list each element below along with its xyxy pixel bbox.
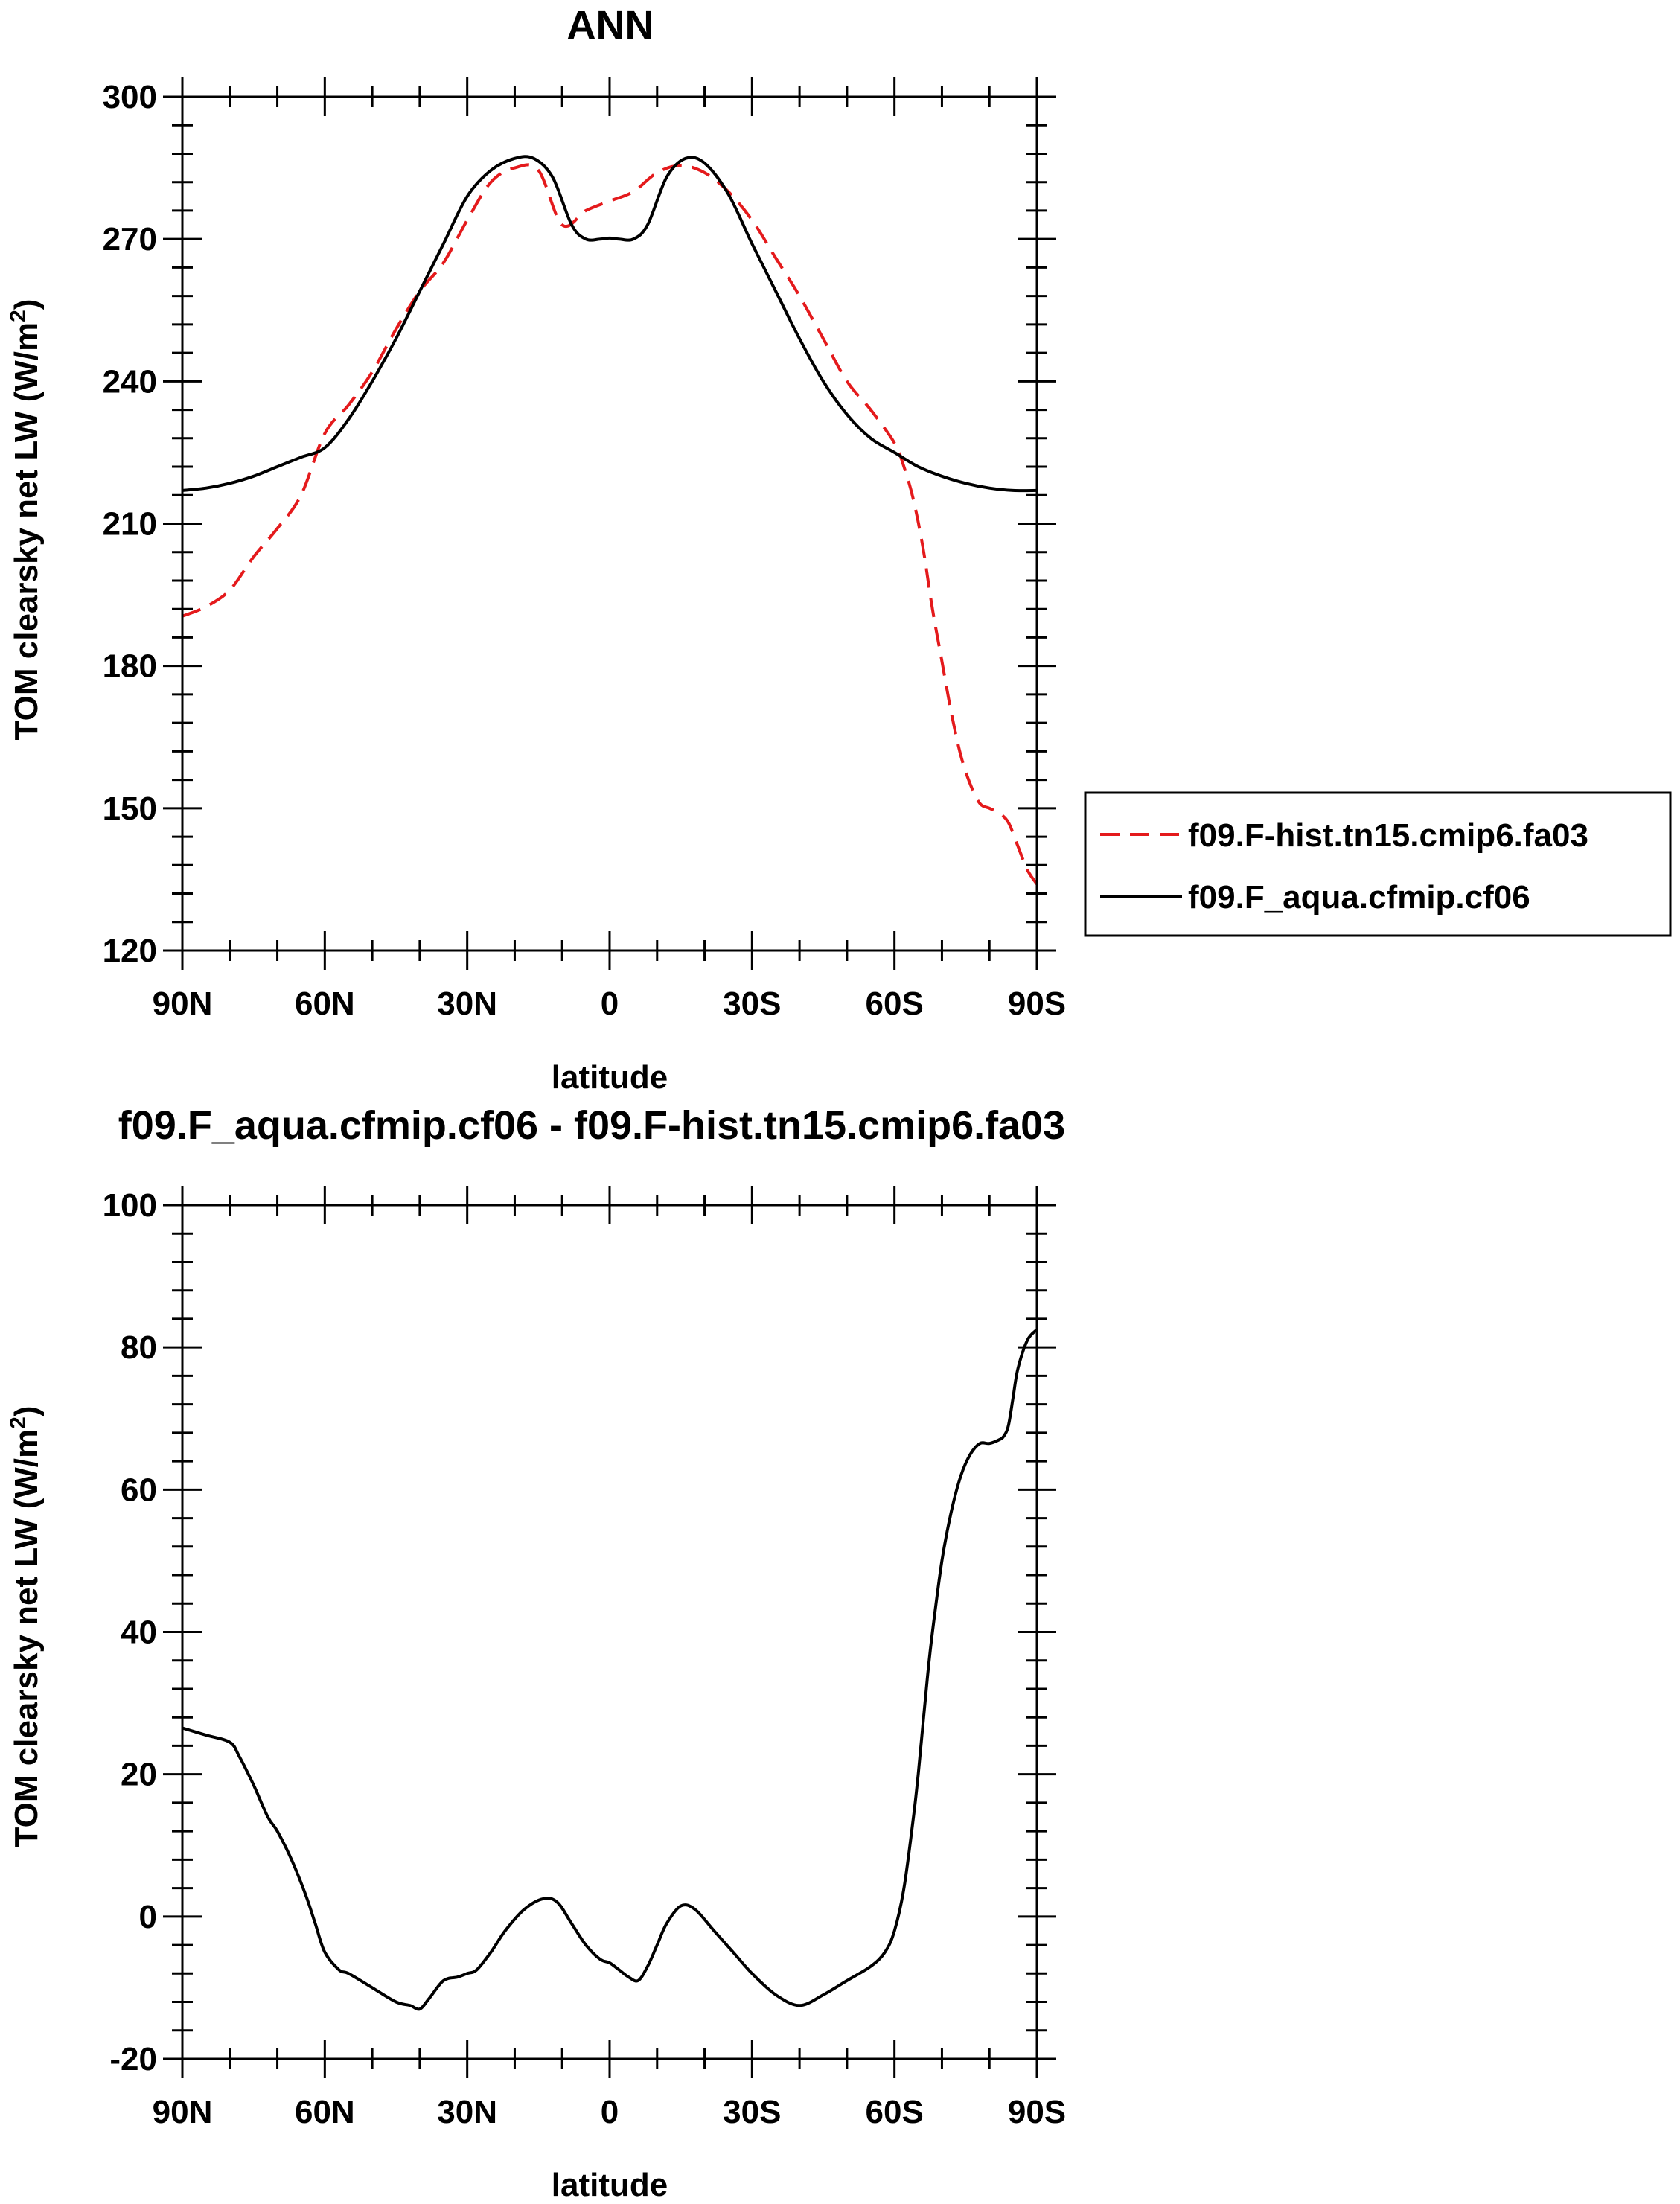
y-tick-label: 300 bbox=[103, 79, 157, 115]
chart-difference: f09.F_aqua.cfmip.cf06 - f09.F-hist.tn15.… bbox=[6, 1103, 1066, 2203]
x-tick-label: 30S bbox=[723, 986, 781, 1022]
x-tick-label: 60S bbox=[866, 2094, 924, 2130]
x-tick-label: 60N bbox=[295, 2094, 355, 2130]
y-axis-label-main: TOM clearsky net LW (W/m bbox=[8, 1429, 45, 1847]
y-tick-label: 20 bbox=[121, 1757, 157, 1793]
plot-frame bbox=[181, 95, 1038, 952]
series-group bbox=[182, 155, 1038, 885]
x-tick-label: 30N bbox=[437, 2094, 497, 2130]
x-tick-label: 30S bbox=[723, 2094, 781, 2130]
y-axis-label-superscript: 2 bbox=[6, 310, 31, 322]
svg-text:TOM clearsky net LW (W/m2): TOM clearsky net LW (W/m2) bbox=[6, 1406, 45, 1847]
legend-entry: f09.F_aqua.cfmip.cf06 bbox=[1100, 879, 1530, 916]
y-tick-label: 60 bbox=[121, 1472, 157, 1508]
x-tick-label: 0 bbox=[601, 2094, 619, 2130]
legend-box bbox=[1084, 791, 1672, 937]
chart-annual: ANN TOM clearsky net LW (W/m2) 120 150 180… bbox=[6, 3, 1672, 1096]
y-axis-label-close: ) bbox=[8, 299, 45, 310]
legend-label: f09.F-hist.tn15.cmip6.fa03 bbox=[1188, 817, 1588, 854]
plot-ticks bbox=[163, 77, 1056, 970]
y-axis-label: TOM clearsky net LW (W/m2) bbox=[6, 1406, 45, 1847]
y-axis-label-main: TOM clearsky net LW (W/m bbox=[8, 322, 45, 741]
series-line bbox=[182, 1328, 1038, 2011]
y-tick-label: 120 bbox=[103, 933, 157, 969]
x-tick-labels: 90N 60N 30N 0 30S 60S 90S bbox=[153, 986, 1067, 1022]
x-tick-label: 60N bbox=[295, 986, 355, 1022]
series-group bbox=[182, 1328, 1038, 2011]
x-tick-label: 90S bbox=[1008, 986, 1066, 1022]
y-tick-label: 40 bbox=[121, 1614, 157, 1651]
x-tick-label: 60S bbox=[866, 986, 924, 1022]
y-axis-label-superscript: 2 bbox=[6, 1416, 31, 1429]
y-tick-label: 180 bbox=[103, 648, 157, 685]
x-tick-label: 90S bbox=[1008, 2094, 1066, 2130]
y-tick-label: 210 bbox=[103, 506, 157, 543]
y-tick-label: 150 bbox=[103, 790, 157, 827]
series-line bbox=[182, 155, 1038, 493]
y-tick-label: 270 bbox=[103, 221, 157, 258]
chart-title: f09.F_aqua.cfmip.cf06 - f09.F-hist.tn15.… bbox=[118, 1103, 1065, 1148]
legend-entry: f09.F-hist.tn15.cmip6.fa03 bbox=[1100, 817, 1588, 854]
series-line bbox=[182, 163, 1038, 885]
x-axis-label: latitude bbox=[552, 2167, 668, 2203]
chart-title: ANN bbox=[567, 3, 654, 48]
x-tick-label: 0 bbox=[601, 986, 619, 1022]
y-tick-label: 80 bbox=[121, 1329, 157, 1366]
y-tick-label: -20 bbox=[109, 2041, 157, 2077]
x-tick-label: 90N bbox=[153, 2094, 213, 2130]
legend-label: f09.F_aqua.cfmip.cf06 bbox=[1188, 879, 1530, 916]
y-tick-label: 240 bbox=[103, 363, 157, 400]
y-tick-labels: -20 0 20 40 60 80 100 bbox=[103, 1187, 157, 2077]
y-axis-label: TOM clearsky net LW (W/m2) bbox=[6, 299, 45, 741]
x-tick-labels: 90N 60N 30N 0 30S 60S 90S bbox=[153, 2094, 1067, 2130]
y-tick-labels: 120 150 180 210 240 270 300 bbox=[103, 79, 157, 969]
y-axis-label-close: ) bbox=[8, 1406, 45, 1417]
y-tick-label: 0 bbox=[139, 1899, 157, 1935]
plot-ticks bbox=[163, 1186, 1056, 2078]
legend: f09.F-hist.tn15.cmip6.fa03 f09.F_aqua.cf… bbox=[1084, 791, 1672, 937]
plot-frame bbox=[181, 1204, 1038, 2060]
x-tick-label: 90N bbox=[153, 986, 213, 1022]
x-axis-label: latitude bbox=[552, 1059, 668, 1096]
svg-text:TOM clearsky net LW (W/m2): TOM clearsky net LW (W/m2) bbox=[6, 299, 45, 741]
y-tick-label: 100 bbox=[103, 1187, 157, 1224]
x-tick-label: 30N bbox=[437, 986, 497, 1022]
